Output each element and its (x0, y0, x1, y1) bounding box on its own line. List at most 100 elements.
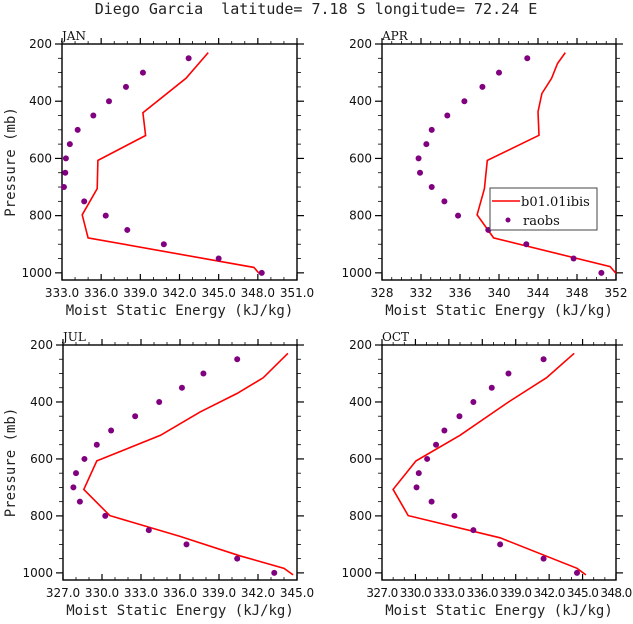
y-tick-label: 400 (29, 94, 52, 108)
legend-label-model: b01.01ibis (521, 195, 590, 210)
panel-title: APR (381, 29, 409, 43)
raobs-point (183, 541, 190, 548)
x-tick-label: 327.0 (46, 586, 80, 600)
raobs-point (423, 141, 430, 148)
y-tick-label: 800 (29, 209, 52, 223)
panel-jul: JUL 327.0 330.0 333.0 336.0 339.0 342.0 345.0 Mo… (3, 330, 314, 619)
y-tick-label: 600 (349, 452, 372, 466)
raobs-point (76, 498, 83, 505)
model-line (81, 52, 260, 274)
raobs-point (200, 370, 207, 377)
raobs-point (455, 212, 462, 219)
y-tick-label: 1000 (341, 266, 372, 280)
raobs-point (145, 527, 152, 534)
y-tick-label: 400 (349, 94, 372, 108)
raobs-point (461, 98, 468, 105)
y-axis-label: Pressure (mb) (3, 408, 19, 518)
raobs-point (124, 226, 131, 233)
raobs-point (428, 126, 435, 133)
raobs-point (496, 69, 502, 76)
raobs-point (60, 184, 67, 191)
x-tick-label: 328 (371, 286, 394, 300)
x-tick-label: 330.0 (85, 586, 119, 600)
y-tick-label: 400 (349, 395, 372, 409)
raobs-point (102, 212, 109, 219)
panel-title: JAN (60, 29, 86, 43)
x-tick-label: 339.0 (123, 286, 157, 300)
x-tick-label: 345.0 (201, 286, 235, 300)
x-tick-label: 342.0 (241, 586, 275, 600)
plot-frame (62, 344, 298, 581)
x-tick-label: 342.0 (162, 286, 196, 300)
raobs-point (428, 498, 435, 505)
y-tick-label: 1000 (22, 566, 53, 580)
raobs-point (139, 69, 146, 76)
x-tick-label: 345.0 (567, 586, 598, 600)
raobs-point (258, 269, 265, 276)
x-tick-label: 344 (527, 286, 550, 300)
y-tick-label: 200 (30, 338, 53, 352)
x-axis-label: Moist Static Energy (kJ/kg) (385, 303, 613, 319)
raobs-point (417, 169, 424, 176)
raobs-point (523, 241, 530, 248)
x-axis-label: Moist Static Energy (kJ/kg) (385, 603, 613, 619)
panel-title: JUL (61, 330, 86, 344)
panel-apr: APR 328 332 336 340 344 348 352 Moist Static Ene… (341, 29, 627, 319)
raobs-point (451, 512, 458, 519)
x-tick-label: 336.0 (163, 586, 197, 600)
raobs-point (93, 441, 100, 448)
raobs-point (441, 427, 448, 434)
y-tick-label: 200 (349, 338, 372, 352)
x-tick-label: 348 (566, 286, 589, 300)
x-tick-label: 336 (449, 286, 472, 300)
legend-label-obs: raobs (523, 214, 560, 229)
raobs-point (470, 527, 477, 534)
raobs-point (73, 470, 79, 477)
x-tick-label: 339.0 (202, 586, 236, 600)
x-tick-label: 333.0 (45, 286, 79, 300)
x-tick-label: 336.0 (467, 586, 498, 600)
legend: b01.01ibis raobs (489, 187, 598, 231)
x-tick-label: 348.0 (241, 286, 275, 300)
x-tick-label: 327.0 (366, 586, 397, 600)
raobs-point (66, 141, 73, 148)
raobs-point (505, 370, 512, 377)
raobs-point (470, 398, 477, 405)
raobs-point (160, 241, 167, 248)
x-tick-label: 351.0 (280, 286, 314, 300)
raobs-point (413, 484, 420, 491)
x-tick-label: 342.0 (533, 586, 564, 600)
x-tick-label: 333.0 (124, 586, 158, 600)
y-tick-label: 200 (349, 37, 372, 51)
raobs-point (456, 413, 463, 420)
raobs-point (81, 198, 88, 205)
y-axis-label: Pressure (mb) (3, 107, 19, 217)
raobs-point (441, 198, 448, 205)
raobs-point (108, 427, 115, 434)
y-tick-label: 1000 (341, 566, 372, 580)
y-tick-label: 800 (349, 509, 372, 523)
raobs-point (497, 541, 504, 548)
raobs-point (62, 155, 69, 162)
x-tick-label: 348.0 (600, 586, 631, 600)
raobs-point (479, 83, 486, 90)
raobs-point (74, 126, 81, 133)
raobs-point (178, 384, 185, 391)
x-tick-label: 336.0 (84, 286, 118, 300)
legend-dot-swatch (505, 217, 511, 223)
model-line (392, 352, 587, 576)
x-axis-label: Moist Static Energy (kJ/kg) (66, 303, 294, 319)
raobs-point (415, 155, 422, 162)
raobs-point (185, 55, 192, 62)
raobs-point (488, 384, 495, 391)
plot-frame (381, 43, 617, 281)
raobs-point (90, 112, 97, 119)
y-tick-label: 400 (30, 395, 53, 409)
model-line (82, 352, 294, 576)
raobs-point (540, 555, 547, 562)
x-axis-label: Moist Static Energy (kJ/kg) (66, 603, 294, 619)
legend-box (489, 187, 598, 231)
raobs-point (122, 83, 129, 90)
